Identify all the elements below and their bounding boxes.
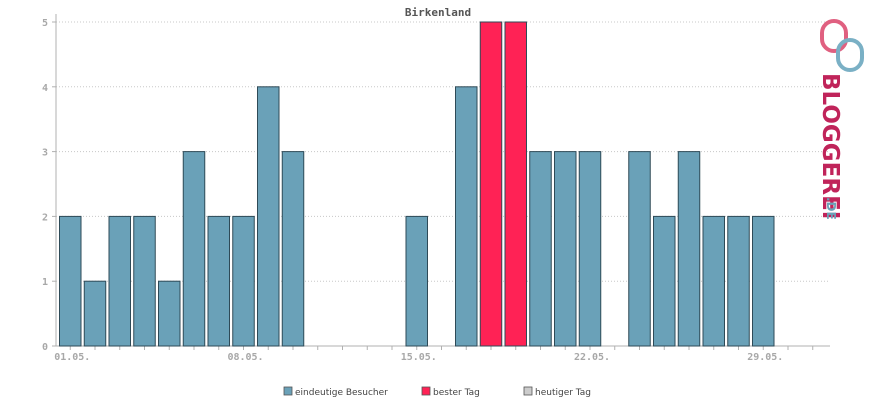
y-tick-label: 3 bbox=[42, 148, 48, 159]
bar bbox=[182, 151, 206, 347]
legend-label: eindeutige Besucher bbox=[295, 388, 388, 398]
x-tick-label: 15.05. bbox=[401, 352, 437, 363]
y-tick-label: 2 bbox=[42, 212, 48, 223]
bar bbox=[727, 215, 750, 347]
bar bbox=[554, 151, 577, 347]
bar bbox=[108, 215, 131, 347]
bar bbox=[405, 215, 428, 347]
bar bbox=[158, 280, 181, 347]
bar bbox=[653, 215, 676, 347]
x-tick-label: 22.05. bbox=[574, 352, 610, 363]
y-tick-label: 4 bbox=[42, 83, 48, 94]
logo-icon bbox=[820, 19, 864, 72]
bar bbox=[752, 215, 775, 347]
chart-title: Birkenland bbox=[405, 6, 471, 19]
bar bbox=[578, 151, 602, 347]
y-tick-label: 1 bbox=[42, 277, 48, 288]
bar bbox=[455, 86, 478, 347]
bar bbox=[232, 215, 255, 347]
logo-suffix: .DE bbox=[824, 197, 838, 220]
bar bbox=[281, 151, 305, 347]
legend-swatch bbox=[421, 386, 431, 396]
legend-swatch bbox=[283, 386, 293, 396]
logo-text: BLOGGEREI bbox=[817, 73, 843, 219]
legend: eindeutige Besucher bester Tag heutiger Ta… bbox=[283, 386, 591, 398]
bar bbox=[628, 151, 651, 347]
bar bbox=[133, 215, 156, 347]
legend-swatch bbox=[523, 386, 533, 396]
bloggerei-logo: BLOGGEREI .DE bbox=[817, 19, 864, 220]
x-tick-label: 29.05. bbox=[747, 352, 783, 363]
bar-best-day bbox=[504, 21, 527, 347]
legend-label: bester Tag bbox=[433, 388, 480, 398]
y-tick-label: 0 bbox=[42, 342, 48, 353]
legend-label: heutiger Tag bbox=[535, 388, 591, 398]
x-tick-label: 01.05. bbox=[54, 352, 90, 363]
bar bbox=[257, 86, 280, 347]
y-tick-labels: 0 1 2 3 4 5 bbox=[42, 18, 56, 353]
bar bbox=[59, 215, 82, 347]
y-tick-label: 5 bbox=[42, 18, 48, 29]
bar bbox=[702, 215, 725, 347]
bar bbox=[83, 280, 107, 347]
x-tick-label: 08.05. bbox=[227, 352, 263, 363]
bar bbox=[207, 215, 230, 347]
bar bbox=[529, 151, 552, 347]
x-tick-labels: 01.05. 08.05. 15.05. 22.05. 29.05. bbox=[54, 346, 814, 363]
bars bbox=[59, 21, 775, 347]
bar-best-day bbox=[479, 21, 503, 347]
bar bbox=[677, 151, 701, 347]
